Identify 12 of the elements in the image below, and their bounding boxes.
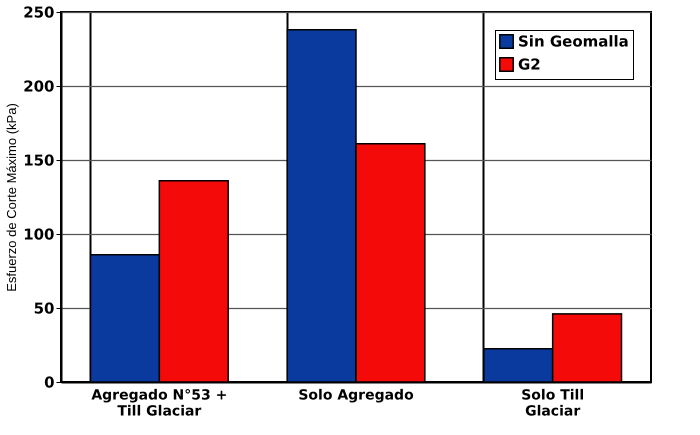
legend-label: Sin Geomalla: [518, 32, 629, 50]
y-tick-label: 50: [34, 300, 54, 318]
y-tick-label: 250: [23, 4, 54, 22]
y-tick-label: 200: [23, 78, 54, 96]
y-tick-label: 0: [44, 374, 54, 392]
x-tick-label: Solo Agregado: [298, 388, 414, 404]
x-tick-label: Solo Till Glaciar: [521, 388, 584, 420]
legend-label: G2: [518, 56, 541, 74]
y-axis-title: Esfuerzo de Corte Máximo (kPa): [4, 103, 20, 292]
x-tick-label: Agregado N°53 + Till Glaciar: [91, 388, 228, 420]
y-tick-label: 150: [23, 152, 54, 170]
y-tick-label: 100: [23, 226, 54, 244]
